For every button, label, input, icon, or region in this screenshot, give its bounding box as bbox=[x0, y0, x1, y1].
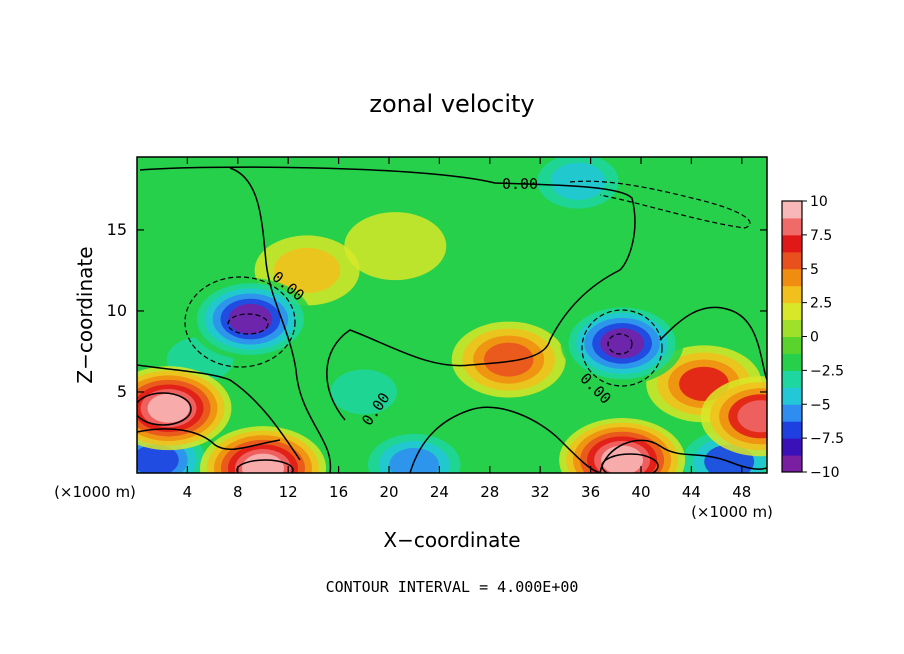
field-blob bbox=[601, 445, 644, 473]
colorbar-tick-label: −5 bbox=[810, 397, 831, 413]
contour-line bbox=[659, 306, 767, 381]
y-tick-label: 10 bbox=[107, 301, 127, 320]
x-tick-label: 40 bbox=[631, 483, 650, 501]
x-tick-label: 32 bbox=[531, 483, 550, 501]
colorbar-tick-label: −2.5 bbox=[810, 363, 844, 379]
contour-label: 0.00 bbox=[502, 175, 538, 193]
colorbar-swatch bbox=[782, 319, 802, 337]
x-axis-label: X−coordinate bbox=[383, 528, 520, 552]
negative-contour bbox=[581, 309, 663, 387]
field-blob bbox=[137, 444, 179, 473]
colorbar-swatch bbox=[782, 455, 802, 473]
contour-line bbox=[229, 167, 332, 473]
plot-frame bbox=[136, 156, 768, 474]
x-tick-label: 48 bbox=[732, 483, 751, 501]
colorbar: 10 7.5 5 2.5 0 −2.5 −5 −7.5 −10 bbox=[781, 194, 844, 481]
colorbar-swatch bbox=[782, 302, 802, 321]
negative-contour bbox=[184, 276, 296, 368]
y-tick-label: 15 bbox=[107, 220, 127, 239]
x-unit-right: (×1000 m) bbox=[691, 503, 773, 521]
contour-line bbox=[409, 406, 601, 473]
y-axis-label: Z−coordinate bbox=[73, 246, 97, 383]
field-blob bbox=[389, 447, 439, 473]
colorbar-swatch bbox=[782, 438, 802, 456]
colorbar-swatch bbox=[782, 370, 802, 388]
negative-contour bbox=[607, 333, 633, 355]
y-ticks: 5 10 15 bbox=[107, 220, 767, 401]
positive-contour bbox=[137, 392, 192, 426]
x-ticks: 4 8 12 16 20 24 28 32 36 40 44 48 bbox=[183, 157, 751, 501]
colorbar-swatch bbox=[782, 336, 802, 354]
x-tick-label: 16 bbox=[329, 483, 348, 501]
field-blob bbox=[483, 342, 534, 377]
x-tick-label: 28 bbox=[480, 483, 499, 501]
colorbar-tick-label: 2.5 bbox=[810, 296, 832, 312]
colorbar-swatch bbox=[782, 387, 802, 405]
colorbar-swatch bbox=[782, 404, 802, 422]
x-tick-label: 20 bbox=[379, 483, 398, 501]
colorbar-tick-label: 10 bbox=[810, 194, 828, 210]
x-tick-label: 4 bbox=[183, 483, 193, 501]
colorbar-tick-label: −10 bbox=[810, 465, 840, 481]
colorbar-tick-label: 5 bbox=[810, 262, 819, 278]
colorbar-swatch bbox=[782, 201, 802, 219]
positive-contour bbox=[601, 453, 659, 473]
x-tick-label: 8 bbox=[233, 483, 243, 501]
colorbar-tick-label: 7.5 bbox=[810, 228, 832, 244]
field-blob bbox=[330, 369, 398, 415]
colorbar-swatch bbox=[782, 217, 802, 236]
field-blob bbox=[147, 393, 190, 423]
colorbar-swatches bbox=[782, 201, 802, 473]
colorbar-swatch bbox=[782, 421, 802, 439]
x-tick-label: 44 bbox=[682, 483, 701, 501]
field-blob bbox=[242, 453, 284, 473]
x-tick-label: 36 bbox=[581, 483, 600, 501]
field-blob bbox=[600, 328, 645, 359]
contour-line bbox=[599, 439, 767, 473]
field-blob bbox=[344, 212, 447, 281]
colorbar-swatch bbox=[782, 268, 802, 287]
colorbar-tick-label: 0 bbox=[810, 330, 819, 346]
contour-line bbox=[137, 428, 281, 451]
field-blob bbox=[737, 400, 767, 433]
contour-interval-note: CONTOUR INTERVAL = 4.000E+00 bbox=[326, 578, 579, 596]
field-blob bbox=[273, 247, 341, 293]
colorbar-swatch bbox=[782, 234, 802, 253]
y-tick-label: 5 bbox=[117, 382, 127, 401]
plot-field bbox=[137, 157, 767, 473]
negative-contour bbox=[569, 180, 751, 229]
x-tick-label: 12 bbox=[279, 483, 298, 501]
negative-contours bbox=[184, 180, 751, 387]
colorbar-swatch bbox=[782, 285, 802, 304]
x-tick-label: 24 bbox=[430, 483, 449, 501]
colorbar-tick-label: −7.5 bbox=[810, 431, 844, 447]
positive-contour bbox=[236, 459, 294, 473]
colorbar-ticks: 10 7.5 5 2.5 0 −2.5 −5 −7.5 −10 bbox=[802, 194, 844, 481]
x-unit-left: (×1000 m) bbox=[54, 483, 136, 501]
positive-contours bbox=[137, 392, 659, 473]
contour-lines bbox=[137, 166, 767, 473]
negative-contour bbox=[227, 313, 269, 335]
chart-title: zonal velocity bbox=[369, 90, 534, 118]
contour-line bbox=[137, 364, 301, 461]
colorbar-swatch bbox=[782, 353, 802, 371]
colorbar-swatch bbox=[782, 251, 802, 270]
contour-line bbox=[139, 166, 636, 421]
field-blob bbox=[228, 303, 273, 335]
